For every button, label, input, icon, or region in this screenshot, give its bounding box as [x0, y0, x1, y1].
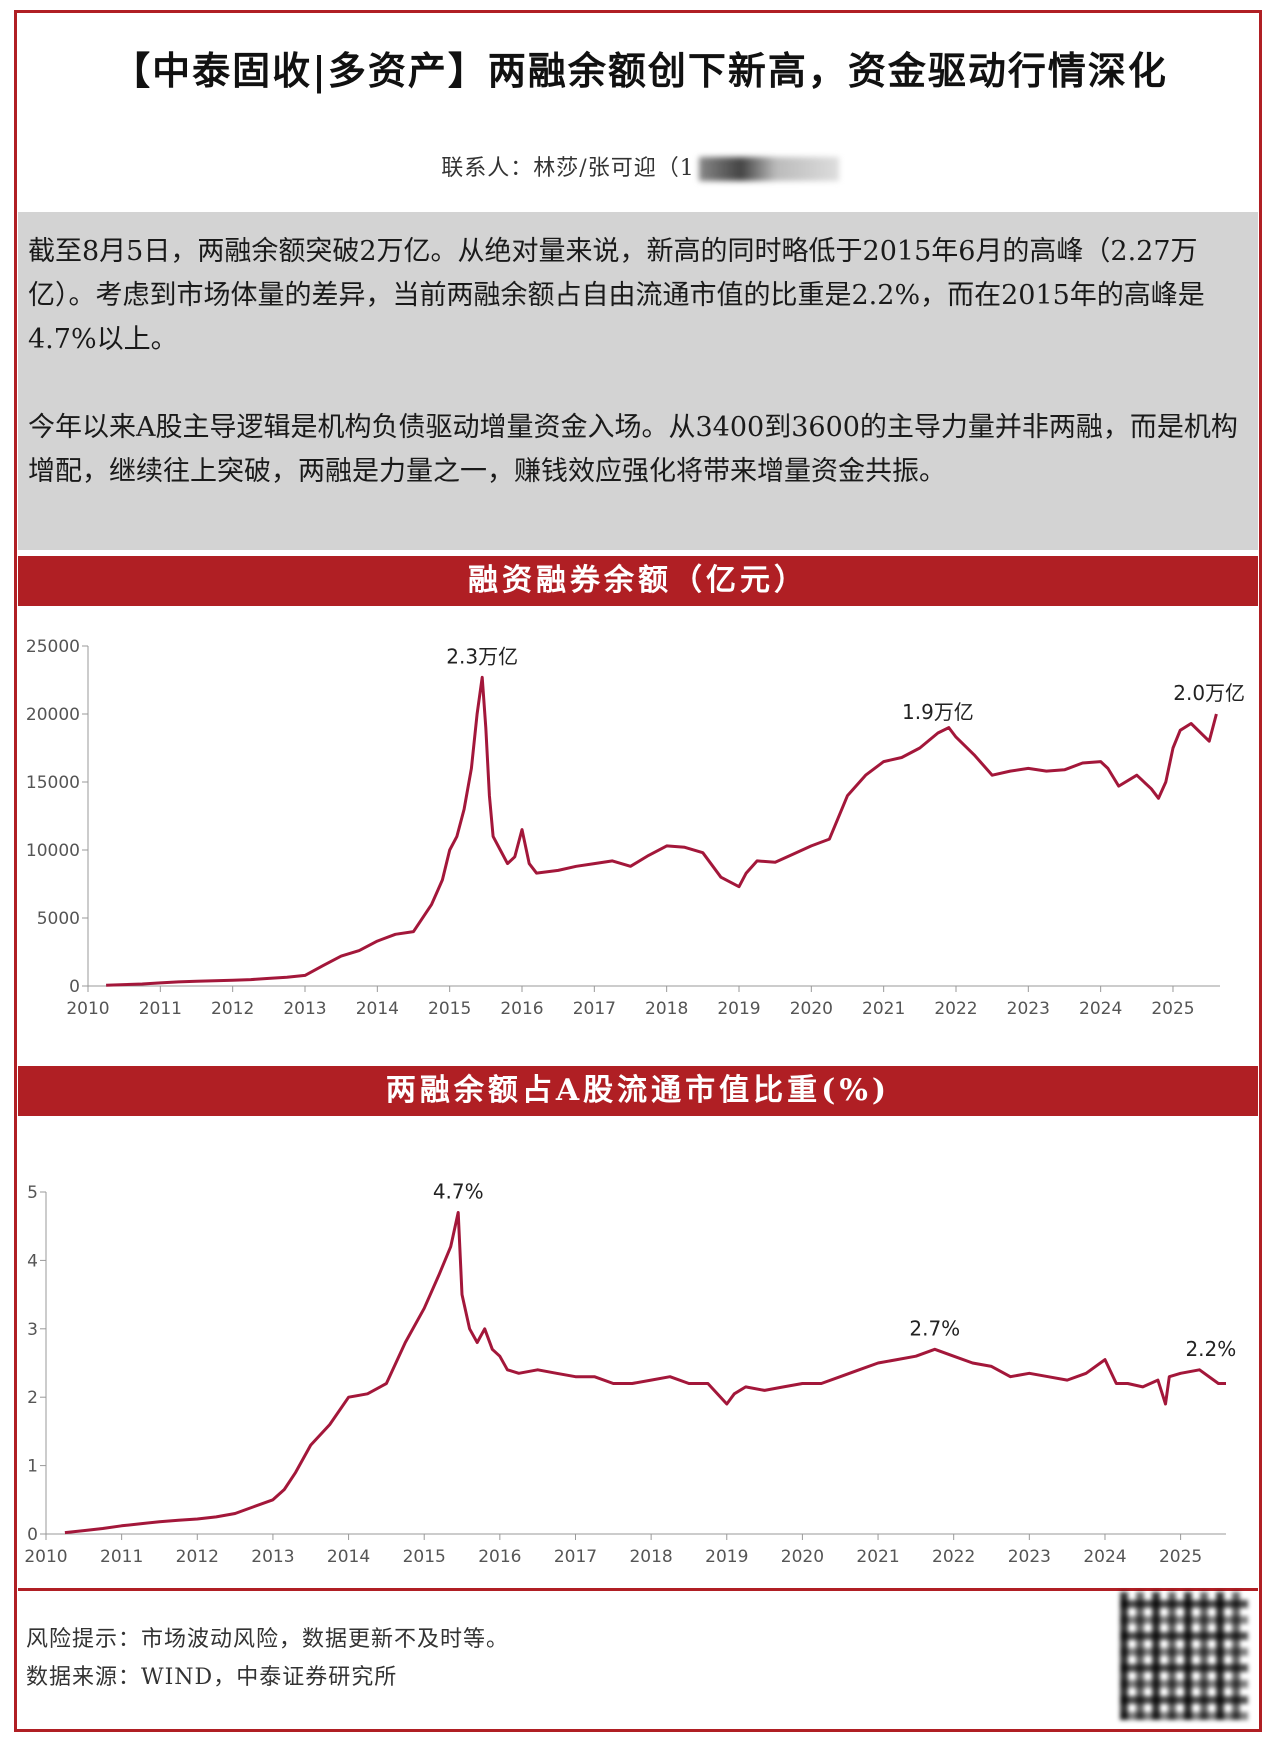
chart2-x-tick-label: 2019	[705, 1547, 748, 1567]
chart2-x-tick-label: 2017	[554, 1547, 597, 1567]
chart2-x-tick-label: 2015	[403, 1547, 446, 1567]
chart1-annotation: 1.9万亿	[902, 700, 974, 724]
chart2-y-tick-label: 1	[27, 1457, 38, 1477]
chart2-x-tick-label: 2023	[1008, 1547, 1051, 1567]
chart1-x-tick-label: 2013	[283, 999, 326, 1019]
chart1-x-tick-label: 2025	[1151, 999, 1194, 1019]
chart2-y-tick-label: 0	[27, 1525, 38, 1545]
chart2-x-tick-label: 2011	[100, 1547, 143, 1567]
chart1-x-tick-label: 2019	[717, 999, 760, 1019]
chart2-x-tick-label: 2010	[24, 1547, 67, 1567]
chart2-y-tick-label: 5	[27, 1183, 38, 1203]
chart1-x-tick-label: 2020	[790, 999, 833, 1019]
chart1-x-tick-label: 2017	[573, 999, 616, 1019]
chart1-svg: 0 5000 10000 15000 20000 25000 2010 2011 2012 201…	[26, 637, 1245, 1019]
contact-label: 联系人：林莎/张可迎（1	[441, 156, 695, 181]
chart1-annotation: 2.3万亿	[446, 644, 518, 668]
chart2-y-tick-label: 2	[27, 1388, 38, 1408]
summary-paragraph-1: 截至8月5日，两融余额突破2万亿。从绝对量来说，新高的同时略低于2015年6月的…	[28, 236, 1205, 355]
chart2-x-tick-label: 2016	[478, 1547, 521, 1567]
chart2-svg: 0 1 2 3 4 5 2010 2011 2012 2013 2014 2015 2016 2017 20…	[24, 1180, 1236, 1567]
chart2-title: 两融余额占A股流通市值比重(%)	[385, 1073, 891, 1108]
page-title: 【中泰固收|多资产】两融余额创下新高，资金驱动行情深化	[112, 48, 1168, 93]
chart1-x-tick-label: 2022	[934, 999, 977, 1019]
chart1-x-tick-label: 2023	[1007, 999, 1050, 1019]
chart1-panel: 0 5000 10000 15000 20000 25000 2010 2011 2012 201…	[24, 606, 1252, 1056]
chart1-x-tick-label: 2024	[1079, 999, 1122, 1019]
chart2-annotation: 2.2%	[1185, 1337, 1236, 1361]
data-source: 数据来源：WIND，中泰证券研究所	[26, 1665, 398, 1690]
chart2-y-tick-label: 3	[27, 1320, 38, 1340]
chart1-y-tick-label: 0	[69, 977, 80, 997]
chart1-y-tick-label: 5000	[37, 909, 80, 929]
chart2-x-tick-label: 2014	[327, 1547, 370, 1567]
footer: 风险提示：市场波动风险，数据更新不及时等。 数据来源：WIND，中泰证券研究所	[18, 1588, 1258, 1728]
chart1-y-tick-label: 10000	[26, 841, 80, 861]
summary-paragraph-2: 今年以来A股主导逻辑是机构负债驱动增量资金入场。从3400到3600的主导力量并…	[28, 412, 1238, 487]
qr-code-blurred	[1120, 1592, 1248, 1720]
chart1-x-tick-label: 2016	[500, 999, 543, 1019]
redacted-phone	[698, 157, 839, 181]
chart1-annotation: 2.0万亿	[1173, 681, 1245, 705]
chart1-x-tick-label: 2012	[211, 999, 254, 1019]
chart2-x-tick-label: 2021	[856, 1547, 899, 1567]
chart1-x-tick-label: 2014	[356, 999, 399, 1019]
chart1-title: 融资融券余额（亿元）	[468, 563, 808, 598]
chart2-x-tick-label: 2018	[629, 1547, 672, 1567]
chart1-x-tick-label: 2021	[862, 999, 905, 1019]
risk-note: 风险提示：市场波动风险，数据更新不及时等。	[26, 1627, 510, 1652]
chart1-x-tick-label: 2015	[428, 999, 471, 1019]
chart2-x-tick-label: 2025	[1159, 1547, 1202, 1567]
summary-box: 截至8月5日，两融余额突破2万亿。从绝对量来说，新高的同时略低于2015年6月的…	[18, 212, 1258, 550]
chart2-y-tick-label: 4	[27, 1251, 38, 1271]
chart1-series-line	[106, 675, 1218, 987]
contact-line: 联系人：林莎/张可迎（1	[0, 150, 1280, 182]
chart2-x-tick-label: 2022	[932, 1547, 975, 1567]
chart2-panel: 0 1 2 3 4 5 2010 2011 2012 2013 2014 2015 2016 2017 20…	[24, 1116, 1252, 1578]
chart2-x-tick-label: 2012	[176, 1547, 219, 1567]
chart1-x-tick-label: 2018	[645, 999, 688, 1019]
chart2-x-tick-label: 2013	[251, 1547, 294, 1567]
chart2-annotation: 4.7%	[433, 1180, 484, 1204]
chart1-y-tick-label: 15000	[26, 773, 80, 793]
chart1-x-tick-label: 2011	[139, 999, 182, 1019]
chart1-title-band: 融资融券余额（亿元）	[18, 556, 1258, 606]
chart2-series-line	[64, 1211, 1226, 1535]
chart2-x-tick-label: 2024	[1083, 1547, 1126, 1567]
chart1-x-tick-label: 2010	[66, 999, 109, 1019]
chart2-title-band: 两融余额占A股流通市值比重(%)	[18, 1066, 1258, 1116]
chart1-y-tick-label: 25000	[26, 637, 80, 657]
chart1-y-tick-label: 20000	[26, 705, 80, 725]
chart2-x-tick-label: 2020	[781, 1547, 824, 1567]
chart2-annotation: 2.7%	[909, 1316, 960, 1340]
